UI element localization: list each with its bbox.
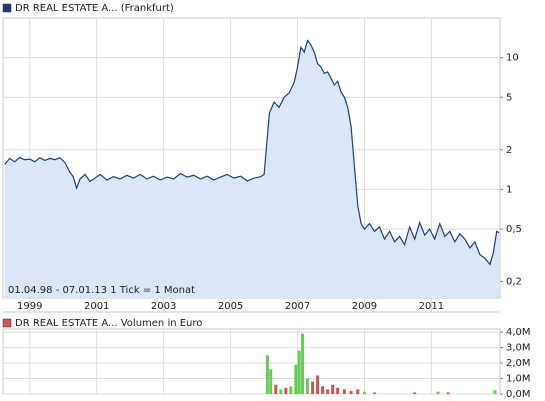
volume-bar — [294, 364, 298, 394]
y-tick-label: 10 — [506, 53, 519, 64]
volume-bar — [326, 389, 330, 394]
y-tick-label: 2 — [506, 145, 512, 156]
x-tick-label: 2007 — [285, 301, 310, 312]
volume-bar — [331, 384, 335, 394]
volume-bar — [316, 375, 320, 394]
y-tick-label: 0,2 — [506, 277, 522, 288]
volume-bar — [297, 350, 301, 394]
volume-bar — [356, 389, 360, 394]
y-tick-label: 5 — [506, 92, 512, 103]
x-tick-label: 2011 — [419, 301, 444, 312]
y-tick-label: 2,0M — [506, 358, 531, 369]
volume-bar — [342, 389, 346, 394]
volume-bar — [284, 387, 288, 394]
volume-bar — [321, 386, 325, 394]
x-tick-label: 2009 — [352, 301, 377, 312]
volume-bar — [301, 333, 305, 394]
y-tick-label: 1,0M — [506, 374, 531, 385]
volume-bar — [349, 390, 353, 394]
y-tick-label: 0,5 — [506, 224, 522, 235]
volume-bar — [436, 391, 440, 394]
volume-bar — [372, 392, 376, 394]
plot-area — [2, 328, 501, 395]
volume-bar — [274, 384, 278, 394]
volume-bar — [289, 386, 293, 394]
volume-bar — [265, 355, 269, 394]
legend-label: DR REAL ESTATE A... (Frankfurt) — [15, 3, 174, 14]
x-tick-label: 1999 — [17, 301, 42, 312]
y-tick-label: 1 — [506, 184, 512, 195]
legend-marker — [2, 318, 12, 328]
price-line — [4, 39, 500, 266]
x-tick-label: 2005 — [218, 301, 243, 312]
y-tick-label: 0,0M — [506, 389, 531, 400]
volume-bar — [493, 390, 497, 394]
volume-bar — [269, 369, 273, 394]
y-tick-label: 3,0M — [506, 343, 531, 354]
y-tick-label: 4,0M — [506, 327, 531, 338]
volume-bar — [306, 378, 310, 394]
area — [4, 40, 499, 298]
volume-bar — [311, 381, 315, 394]
volume-bar — [413, 392, 417, 394]
volume-bar — [446, 392, 450, 394]
volume-bar — [279, 389, 283, 394]
volume-bar — [362, 391, 366, 394]
volume-bar — [336, 387, 340, 394]
legend-label: DR REAL ESTATE A... Volumen in Euro — [15, 318, 202, 329]
x-tick-label: 2001 — [84, 301, 109, 312]
legend-marker — [2, 3, 12, 13]
annotation: 01.04.98 - 07.01.13 1 Tick = 1 Monat — [8, 285, 195, 296]
x-tick-label: 2003 — [151, 301, 176, 312]
